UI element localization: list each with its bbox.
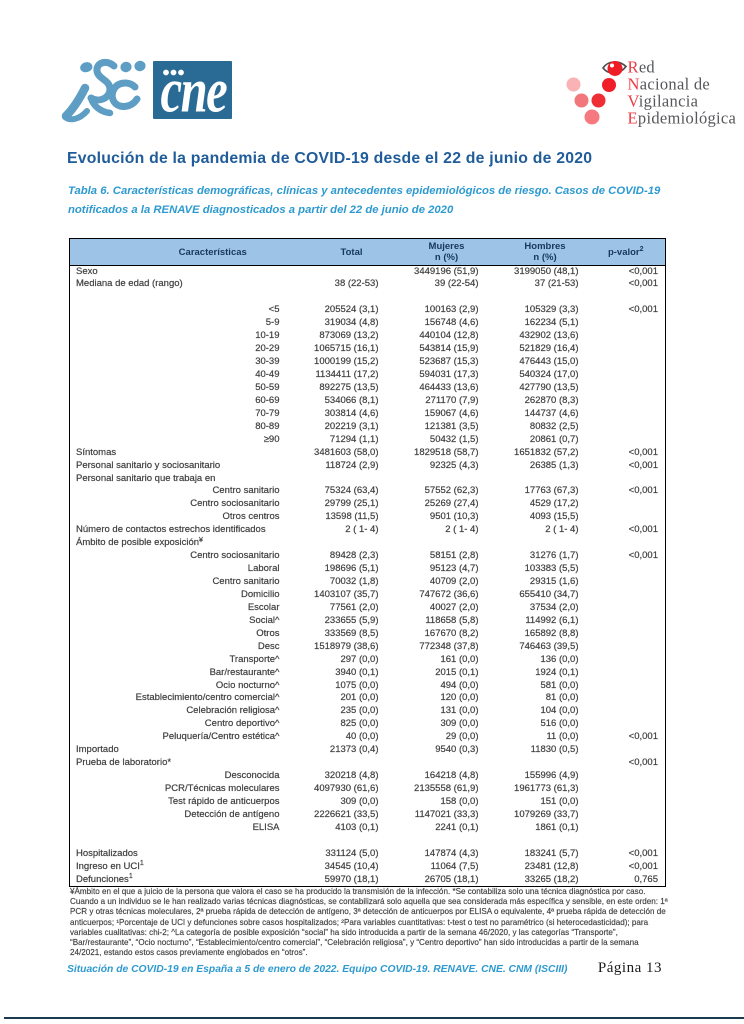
svg-text:Vigilancia: Vigilancia bbox=[628, 92, 699, 111]
svg-text:Nacional de: Nacional de bbox=[628, 75, 711, 94]
svg-text:Epidemiológica: Epidemiológica bbox=[628, 109, 737, 128]
svg-text:Red: Red bbox=[628, 57, 656, 76]
svg-text:cne: cne bbox=[161, 55, 227, 126]
